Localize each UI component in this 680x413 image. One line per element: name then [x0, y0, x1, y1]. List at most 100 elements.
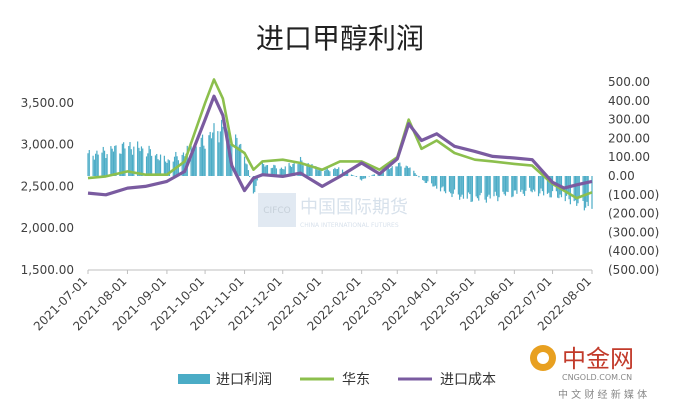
profit-bar: [333, 169, 334, 176]
profit-bar: [440, 176, 441, 191]
profit-bar: [104, 151, 105, 176]
right-tick-label: (300.00): [608, 225, 659, 239]
profit-bar: [497, 176, 498, 201]
profit-bar: [468, 176, 469, 192]
profit-bar: [431, 176, 432, 183]
left-tick-label: 2,500.00: [21, 179, 74, 193]
profit-bar: [408, 168, 409, 176]
profit-bar: [515, 176, 516, 190]
legend-label-cost: 进口成本: [440, 372, 496, 388]
profit-bar: [221, 120, 222, 176]
profit-bar: [318, 170, 319, 176]
profit-bar: [220, 131, 221, 176]
profit-bar: [87, 153, 88, 176]
profit-bar: [95, 154, 96, 176]
profit-bar: [316, 170, 317, 176]
profit-bar: [416, 175, 417, 176]
watermark-subtext: CHINA INTERNATIONAL FUTURES: [300, 222, 399, 229]
profit-bar: [155, 155, 156, 176]
profit-bar: [502, 176, 503, 192]
right-tick-label: 400.00: [608, 94, 650, 108]
profit-bar: [460, 176, 461, 197]
profit-bar: [407, 166, 408, 176]
profit-bar: [463, 176, 464, 199]
profit-bar: [248, 170, 249, 176]
profit-bar: [110, 146, 111, 176]
profit-bar: [148, 146, 149, 176]
profit-bar: [371, 175, 372, 176]
profit-bar: [524, 176, 525, 196]
right-tick-label: 300.00: [608, 113, 650, 127]
profit-bar: [425, 176, 426, 183]
right-tick-label: (400.00): [608, 244, 659, 258]
profit-bar: [399, 163, 400, 176]
profit-bar: [434, 176, 435, 186]
profit-bar: [458, 176, 459, 195]
profit-bar: [98, 155, 99, 176]
profit-bar: [208, 135, 209, 176]
profit-bar: [496, 176, 497, 196]
profit-bar: [356, 176, 357, 177]
profit-bar: [397, 166, 398, 176]
profit-bar: [418, 176, 419, 177]
profit-bar: [520, 176, 521, 192]
profit-bar: [138, 148, 139, 176]
profit-bar: [540, 176, 541, 188]
profit-bar: [413, 171, 414, 176]
profit-bar: [504, 176, 505, 194]
profit-bar: [454, 176, 455, 190]
left-tick-label: 2,000.00: [21, 221, 74, 235]
profit-bar: [481, 176, 482, 193]
profit-bar: [459, 176, 460, 200]
watermark-text: 中国国际期货: [300, 197, 408, 218]
profit-bar: [204, 149, 205, 176]
profit-bar: [114, 146, 115, 176]
profit-bar: [246, 164, 247, 176]
x-axis: 2021-07-012021-08-012021-09-012021-10-01…: [31, 270, 594, 333]
profit-bar: [146, 156, 147, 176]
profit-bar: [523, 176, 524, 194]
profit-bar: [472, 176, 473, 202]
profit-bar: [361, 176, 362, 180]
profit-bar: [427, 176, 428, 181]
watermark-logo-text: CIFCO: [263, 206, 290, 216]
right-tick-label: (200.00): [608, 207, 659, 221]
profit-bar: [467, 176, 468, 199]
profit-bar: [351, 175, 352, 176]
profit-bar: [470, 176, 471, 202]
profit-bar: [532, 176, 533, 192]
profit-bar: [529, 176, 530, 188]
profit-bar: [435, 176, 436, 186]
profit-bar: [89, 150, 90, 176]
profit-bar: [426, 176, 427, 183]
profit-bar: [203, 146, 204, 176]
right-tick-label: 500.00: [608, 75, 650, 89]
profit-bar: [364, 176, 365, 179]
profit-bar: [142, 149, 143, 176]
profit-bar: [436, 176, 437, 189]
profit-bar: [514, 176, 515, 190]
profit-bar: [444, 176, 445, 191]
profit-bar: [450, 176, 451, 193]
profit-bar: [533, 176, 534, 190]
profit-bar: [174, 157, 175, 176]
profit-bar: [328, 170, 329, 176]
profit-bar: [392, 166, 393, 176]
profit-bar: [390, 168, 391, 176]
profit-bar: [389, 169, 390, 176]
profit-bar: [218, 142, 219, 176]
profit-bar: [570, 176, 571, 204]
profit-bar: [115, 145, 116, 176]
profit-bar: [488, 176, 489, 195]
left-tick-label: 1,500.00: [21, 263, 74, 277]
source-logo-text: 中金网: [562, 345, 634, 373]
legend: 进口利润 华东 进口成本: [178, 372, 496, 388]
profit-bar: [579, 176, 580, 196]
profit-bar: [238, 147, 239, 176]
profit-bar: [577, 176, 578, 203]
profit-bar: [495, 176, 496, 192]
right-axis: 500.00400.00300.00200.00100.000.00(100.0…: [608, 75, 659, 277]
profit-bar: [512, 176, 513, 196]
